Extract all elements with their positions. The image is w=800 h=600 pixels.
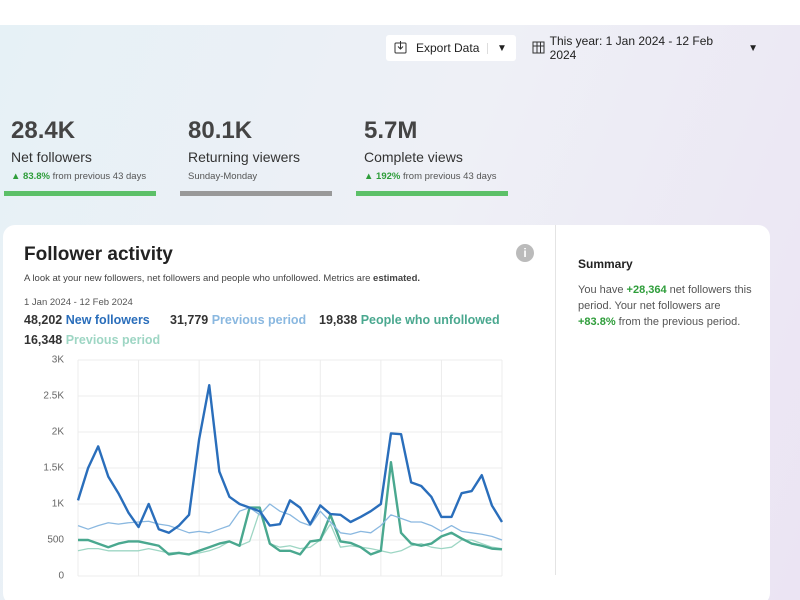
kpi-note: Sunday-Monday bbox=[188, 171, 258, 182]
date-dropdown: ▼ bbox=[748, 42, 758, 54]
top-bar bbox=[0, 0, 800, 25]
card bbox=[3, 225, 770, 600]
export-label: Export Data bbox=[416, 41, 480, 55]
export-dropdown[interactable]: ▼ bbox=[487, 42, 516, 54]
summary-title: Summary bbox=[578, 257, 633, 271]
legend-item: 48,202 New followers bbox=[24, 313, 150, 327]
kpi-bar bbox=[4, 191, 156, 196]
date-range-button[interactable]: This year: 1 Jan 2024 - 12 Feb 2024 ▼ bbox=[528, 34, 758, 62]
legend-total: 31,779 bbox=[170, 313, 209, 327]
kpi-note: ▲ 83.8% from previous 43 days bbox=[11, 171, 147, 182]
y-tick-label: 500 bbox=[47, 535, 64, 546]
y-tick-label: 0 bbox=[58, 571, 64, 582]
summary-part: You have bbox=[578, 284, 627, 296]
legend-item: 16,348 Previous period bbox=[24, 333, 160, 347]
y-tick-label: 1.5K bbox=[43, 463, 64, 474]
card-subtitle: A look at your new followers, net follow… bbox=[24, 273, 420, 284]
kpi-change: 83.8% bbox=[23, 171, 50, 182]
kpi-bar bbox=[180, 191, 332, 196]
subtitle-emphasis: estimated. bbox=[373, 273, 421, 284]
legend-label: Previous period bbox=[211, 313, 307, 327]
legend-label: New followers bbox=[65, 313, 150, 327]
series-line bbox=[76, 384, 504, 534]
summary-highlight: +28,364 bbox=[626, 284, 667, 296]
kpi-note: ▲ 192% from previous 43 days bbox=[364, 171, 497, 182]
export-button[interactable]: Export Data ▼ bbox=[386, 35, 516, 61]
summary-part: net followers this period. Your net foll… bbox=[578, 284, 755, 312]
y-tick-label: 2K bbox=[52, 427, 65, 438]
summary-highlight: +83.8% bbox=[578, 316, 616, 328]
info-icon[interactable]: i bbox=[516, 244, 534, 262]
kpi-change: 192% bbox=[376, 171, 401, 182]
kpi-label: Returning viewers bbox=[188, 149, 301, 165]
kpi-value: 28.4K bbox=[11, 117, 76, 144]
divider bbox=[555, 225, 556, 575]
kpi-bar bbox=[356, 191, 508, 196]
card-title: Follower activity bbox=[24, 244, 173, 265]
card-date: 1 Jan 2024 - 12 Feb 2024 bbox=[24, 297, 133, 308]
kpi-note-text: from previous 43 days bbox=[403, 171, 497, 182]
kpi-label: Net followers bbox=[11, 149, 92, 165]
kpi: 5.7M Complete views ▲ 192% from previous… bbox=[364, 117, 496, 182]
date-range: This year: 1 Jan 2024 - 12 Feb 2024 bbox=[549, 34, 714, 62]
y-tick-label: 3K bbox=[52, 355, 65, 366]
legend-total: 16,348 bbox=[24, 333, 63, 347]
kpi-value: 5.7M bbox=[364, 117, 418, 144]
legend-label: Previous period bbox=[65, 333, 161, 347]
y-tick-label: 1K bbox=[52, 499, 65, 510]
series-line bbox=[77, 510, 503, 556]
kpi-label: Complete views bbox=[364, 149, 463, 165]
summary-text: You have +28,364 net followers this peri… bbox=[578, 282, 758, 330]
calendar-icon bbox=[532, 41, 545, 54]
legend-item: 31,779 Previous period bbox=[170, 313, 306, 327]
y-tick-label: 2.5K bbox=[43, 391, 64, 402]
legend-label: People who unfollowed bbox=[360, 313, 500, 327]
kpi-note-text: from previous 43 days bbox=[52, 171, 147, 182]
kpi-value: 80.1K bbox=[188, 117, 253, 144]
kpi: 80.1K Returning viewers Sunday-Monday bbox=[188, 117, 300, 182]
legend-item: 19,838 People who unfollowed bbox=[319, 313, 500, 327]
summary-part: from the previous period. bbox=[615, 316, 741, 328]
series-line bbox=[78, 461, 503, 556]
legend-total: 19,838 bbox=[319, 313, 358, 327]
subtitle-text: A look at your new followers, net follow… bbox=[24, 273, 374, 284]
legend-total: 48,202 bbox=[24, 313, 63, 327]
kpi: 28.4K Net followers ▲ 83.8% from previou… bbox=[11, 117, 146, 182]
export-icon bbox=[394, 41, 407, 54]
series-line bbox=[77, 503, 503, 541]
